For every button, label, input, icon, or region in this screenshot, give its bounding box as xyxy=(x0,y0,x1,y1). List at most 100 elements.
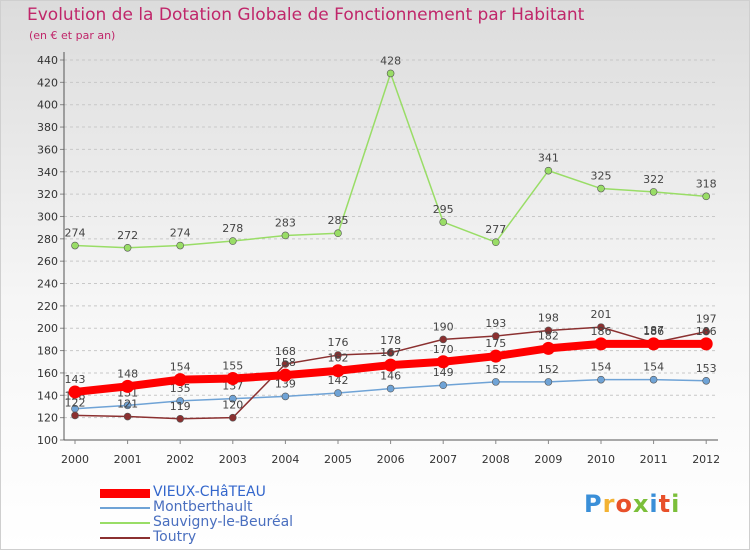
data-label-toutry-2002: 119 xyxy=(170,400,191,413)
data-label-montberthault-2002: 135 xyxy=(170,382,191,395)
data-label-toutry-2003: 120 xyxy=(222,399,243,412)
point-vieux-ch-teau-2004 xyxy=(278,368,292,382)
data-label-montberthault-2005: 142 xyxy=(328,374,349,387)
data-label-sauvigny-le-beur-al-2008: 277 xyxy=(485,223,506,236)
y-tick-label-260: 260 xyxy=(37,255,58,268)
data-label-vieux-ch-teau-2006: 167 xyxy=(380,346,401,359)
data-label-vieux-ch-teau-2012: 186 xyxy=(696,325,717,338)
point-vieux-ch-teau-2005 xyxy=(331,364,345,378)
point-vieux-ch-teau-2000 xyxy=(68,385,82,399)
chart-title: Evolution de la Dotation Globale de Fonc… xyxy=(27,5,585,25)
data-label-vieux-ch-teau-2010: 186 xyxy=(591,325,612,338)
point-toutry-2007 xyxy=(439,335,448,344)
point-sauvigny-le-beur-al-2005 xyxy=(334,229,342,238)
data-label-toutry-2006: 178 xyxy=(380,334,401,347)
y-tick-label-320: 320 xyxy=(37,188,58,201)
legend-label-toutry: Toutry xyxy=(153,529,197,545)
point-sauvigny-le-beur-al-2007 xyxy=(439,218,448,226)
data-label-sauvigny-le-beur-al-2002: 274 xyxy=(170,227,191,240)
legend-label-montberthault: Montberthault xyxy=(153,499,253,515)
y-tick-label-420: 420 xyxy=(37,76,58,89)
data-label-montberthault-2011: 154 xyxy=(643,361,664,374)
data-label-sauvigny-le-beur-al-2012: 318 xyxy=(696,177,717,190)
data-label-vieux-ch-teau-2009: 182 xyxy=(538,329,559,342)
point-toutry-2012 xyxy=(702,327,711,336)
x-tick-label-2012: 2012 xyxy=(692,453,720,466)
data-label-vieux-ch-teau-2007: 170 xyxy=(433,343,454,356)
point-montberthault-2002 xyxy=(176,397,184,405)
point-toutry-2006 xyxy=(386,349,395,357)
point-sauvigny-le-beur-al-2003 xyxy=(229,237,237,245)
data-label-montberthault-2008: 152 xyxy=(485,363,506,376)
logo-letter: i xyxy=(671,490,681,518)
legend-swatch-toutry xyxy=(100,537,150,539)
data-label-vieux-ch-teau-2011: 186 xyxy=(643,325,664,338)
point-vieux-ch-teau-2009 xyxy=(541,341,555,355)
x-tick-label-2006: 2006 xyxy=(377,453,405,466)
y-tick-label-140: 140 xyxy=(37,389,58,402)
data-label-toutry-2011: 187 xyxy=(643,324,664,337)
point-sauvigny-le-beur-al-2012 xyxy=(702,192,711,201)
point-montberthault-2010 xyxy=(597,375,605,384)
legend-label-sauvigny-le-beur-al: Sauvigny-le-Beuréal xyxy=(153,514,294,530)
data-label-vieux-ch-teau-2004: 158 xyxy=(275,356,296,369)
data-label-sauvigny-le-beur-al-2011: 322 xyxy=(643,173,664,186)
point-montberthault-2001 xyxy=(123,401,132,410)
y-tick-label-180: 180 xyxy=(37,345,58,358)
y-tick-label-300: 300 xyxy=(37,210,58,223)
data-label-toutry-2008: 193 xyxy=(485,317,506,330)
data-label-montberthault-2010: 154 xyxy=(591,361,612,374)
point-vieux-ch-teau-2012 xyxy=(699,337,713,351)
data-label-montberthault-2004: 139 xyxy=(275,377,296,390)
data-label-toutry-2000: 122 xyxy=(65,396,86,409)
data-label-vieux-ch-teau-2001: 148 xyxy=(117,367,138,380)
point-sauvigny-le-beur-al-2009 xyxy=(544,166,553,175)
x-tick-label-2001: 2001 xyxy=(114,453,142,466)
point-sauvigny-le-beur-al-2008 xyxy=(491,238,500,246)
y-tick-label-100: 100 xyxy=(37,434,58,447)
legend-swatch-sauvigny-le-beur-al xyxy=(100,522,150,524)
y-tick-label-120: 120 xyxy=(37,412,58,425)
data-label-sauvigny-le-beur-al-2007: 295 xyxy=(433,203,454,216)
data-label-montberthault-2006: 146 xyxy=(380,370,401,383)
point-toutry-2001 xyxy=(123,412,132,421)
point-montberthault-2011 xyxy=(649,375,658,384)
data-label-sauvigny-le-beur-al-2009: 341 xyxy=(538,152,559,165)
x-tick-label-2011: 2011 xyxy=(640,453,668,466)
point-toutry-2005 xyxy=(334,351,342,359)
point-montberthault-2004 xyxy=(281,392,290,401)
legend-label-vieux-ch-teau: VIEUX-CHâTEAU xyxy=(153,484,266,500)
x-tick-label-2005: 2005 xyxy=(324,453,352,466)
data-label-toutry-2001: 121 xyxy=(117,398,138,411)
data-label-toutry-2005: 176 xyxy=(328,336,349,349)
series-line-sauvigny-le-beur-al xyxy=(74,72,707,249)
data-label-toutry-2004: 168 xyxy=(275,345,296,358)
data-label-sauvigny-le-beur-al-2010: 325 xyxy=(591,170,612,183)
point-montberthault-2007 xyxy=(439,381,448,390)
point-sauvigny-le-beur-al-2002 xyxy=(176,241,184,250)
x-tick-label-2003: 2003 xyxy=(219,453,247,466)
point-montberthault-2009 xyxy=(544,378,553,386)
proxiti-logo: Proxiti xyxy=(584,490,680,518)
y-tick-label-380: 380 xyxy=(37,121,58,134)
data-label-vieux-ch-teau-2003: 155 xyxy=(222,360,243,373)
point-sauvigny-le-beur-al-2011 xyxy=(649,188,658,196)
point-vieux-ch-teau-2011 xyxy=(647,337,661,351)
point-vieux-ch-teau-2010 xyxy=(594,337,608,351)
data-label-vieux-ch-teau-2000: 143 xyxy=(65,373,86,386)
point-montberthault-2005 xyxy=(334,389,342,397)
y-tick-label-240: 240 xyxy=(37,278,58,291)
point-toutry-2003 xyxy=(229,413,237,422)
logo-letter: x xyxy=(632,490,650,518)
data-label-montberthault-2007: 149 xyxy=(433,366,454,379)
data-label-sauvigny-le-beur-al-2001: 272 xyxy=(117,229,138,242)
logo-letter: o xyxy=(615,490,633,518)
point-vieux-ch-teau-2007 xyxy=(436,355,450,369)
data-label-montberthault-2012: 153 xyxy=(696,362,717,375)
y-tick-label-440: 440 xyxy=(37,54,58,67)
y-tick-label-280: 280 xyxy=(37,233,58,246)
data-label-vieux-ch-teau-2008: 175 xyxy=(485,337,506,350)
y-tick-label-220: 220 xyxy=(37,300,58,313)
point-sauvigny-le-beur-al-2004 xyxy=(281,231,290,240)
